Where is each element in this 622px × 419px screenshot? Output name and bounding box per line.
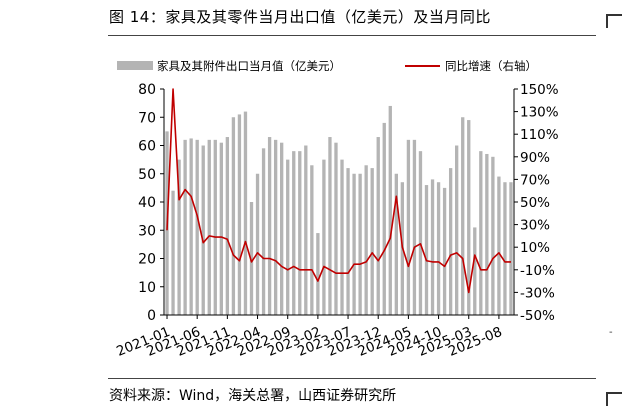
bar xyxy=(376,137,380,315)
adjacent-panel-mark: - xyxy=(609,327,613,338)
y-left-tick-label: 10 xyxy=(138,280,156,296)
adjacent-panel-edge xyxy=(606,392,622,406)
bar xyxy=(237,114,242,316)
line-series xyxy=(166,88,511,294)
y-left-tick-label: 20 xyxy=(138,252,156,268)
bar xyxy=(304,145,308,315)
bar xyxy=(316,233,320,315)
bar xyxy=(424,185,429,315)
bar xyxy=(261,148,266,315)
y-left-tick-label: 30 xyxy=(138,223,156,239)
y-left-tick-label: 70 xyxy=(138,110,156,126)
legend-bar-label: 家具及其附件出口当月值（亿美元） xyxy=(157,59,341,73)
bar xyxy=(255,173,260,315)
yoy-line xyxy=(166,88,511,294)
bar xyxy=(406,139,411,315)
bar xyxy=(455,145,459,315)
chart-title: 图 14：家具及其零件当月出口值（亿美元）及当月同比 xyxy=(109,8,491,26)
bar xyxy=(448,168,453,315)
bar xyxy=(461,117,465,315)
y-right-tick-label: 70% xyxy=(520,172,550,188)
bar xyxy=(497,176,501,315)
y-left-tick-label: 0 xyxy=(147,308,156,324)
bar xyxy=(292,151,296,315)
bar xyxy=(207,139,211,315)
bar xyxy=(273,139,278,315)
bar xyxy=(334,142,338,315)
bar-series xyxy=(165,105,513,316)
y-left-tick-label: 80 xyxy=(138,82,156,98)
source-note: 资料来源：Wind，海关总署，山西证券研究所 xyxy=(109,388,397,404)
bar xyxy=(388,105,392,315)
bar xyxy=(340,159,344,316)
bar xyxy=(322,159,326,316)
bar xyxy=(485,153,489,315)
chart-legend: 家具及其附件出口当月值（亿美元） 同比增速（右轴） xyxy=(117,59,537,73)
bar xyxy=(479,151,483,315)
bar xyxy=(328,137,332,315)
y-right-tick-label: 30% xyxy=(520,218,550,234)
bar xyxy=(436,182,441,315)
bar xyxy=(171,190,175,315)
bar xyxy=(442,187,447,316)
y-right-tick-label: 150% xyxy=(520,82,559,98)
bar xyxy=(473,227,477,315)
source-rule xyxy=(108,378,596,379)
bar xyxy=(177,159,181,316)
legend-line-label: 同比增速（右轴） xyxy=(445,59,537,73)
bar xyxy=(346,168,350,315)
bar xyxy=(280,142,284,315)
bar xyxy=(267,137,272,315)
y-right-tick-label: 50% xyxy=(520,195,550,211)
bar xyxy=(412,139,417,315)
bar xyxy=(352,173,356,315)
bar xyxy=(382,122,386,316)
bar xyxy=(503,182,507,315)
bar xyxy=(225,137,230,315)
bar xyxy=(249,202,254,315)
bar xyxy=(298,151,302,315)
bar xyxy=(430,179,435,315)
bar xyxy=(509,182,513,315)
bar xyxy=(243,111,248,315)
adjacent-panel-edge xyxy=(606,14,622,28)
y-right-tick-label: -50% xyxy=(520,308,555,324)
y-left-tick-label: 60 xyxy=(138,139,156,155)
y-right-tick-label: -10% xyxy=(520,263,555,279)
bar xyxy=(231,117,236,315)
bar xyxy=(491,156,495,315)
bar xyxy=(370,168,374,315)
y-right-tick-label: -30% xyxy=(520,285,555,301)
bar xyxy=(310,165,314,315)
bar xyxy=(219,142,223,315)
title-rule xyxy=(108,35,596,36)
y-right-tick-label: 90% xyxy=(520,150,550,166)
bar xyxy=(195,139,199,315)
legend-bar-swatch xyxy=(117,61,153,70)
bar xyxy=(358,173,362,315)
y-right-tick-label: 130% xyxy=(520,105,559,121)
bar xyxy=(418,151,423,315)
bar xyxy=(286,159,290,316)
bar xyxy=(467,120,471,315)
bar xyxy=(201,145,205,315)
bar xyxy=(183,139,187,315)
bar xyxy=(364,165,368,315)
y-right-tick-label: 110% xyxy=(520,127,559,143)
bar xyxy=(394,173,398,315)
y-left-tick-label: 40 xyxy=(138,195,156,211)
y-left-tick-label: 50 xyxy=(138,167,156,183)
bar xyxy=(189,138,193,315)
bar xyxy=(213,139,217,315)
y-right-tick-label: 10% xyxy=(520,240,550,256)
